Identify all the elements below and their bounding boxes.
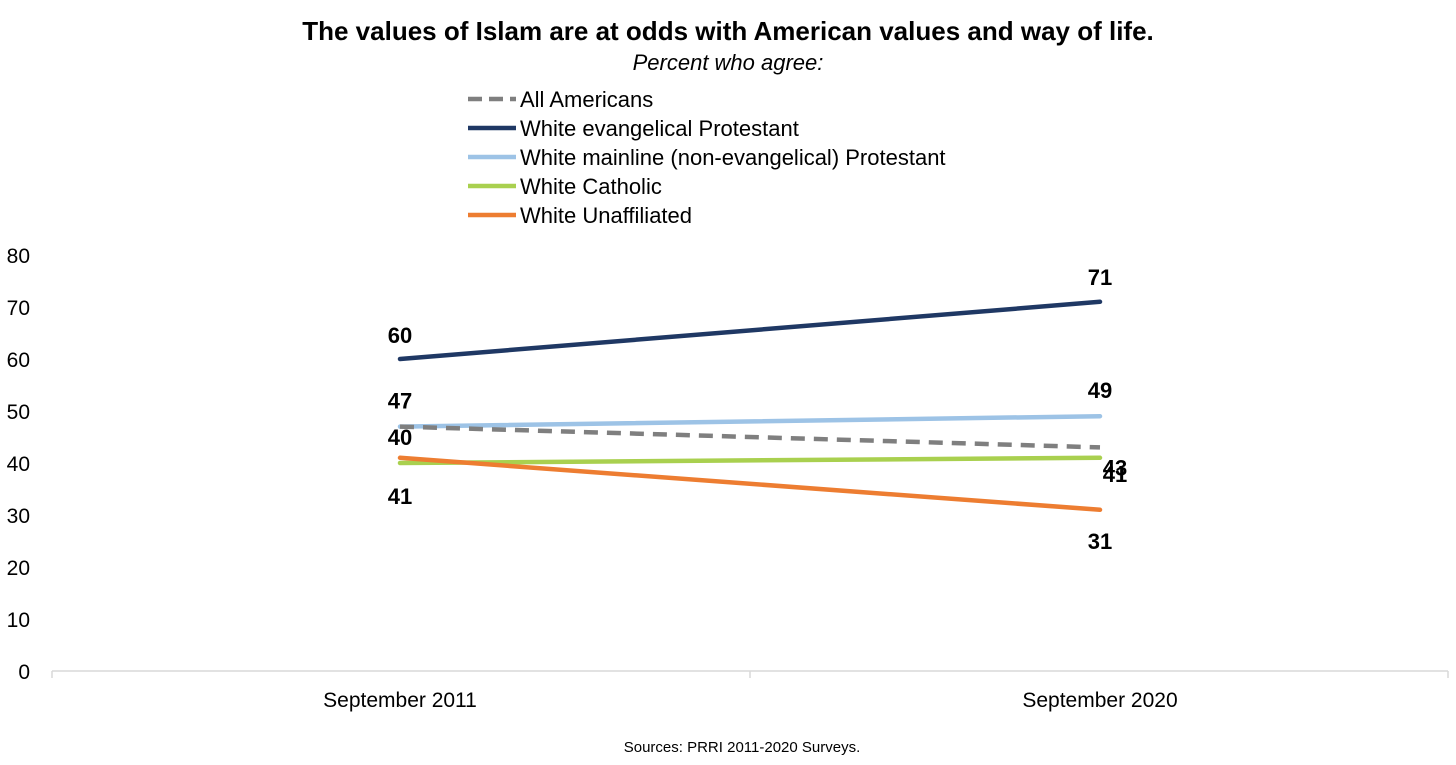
series-lines bbox=[397, 299, 1103, 513]
y-tick-label: 50 bbox=[7, 401, 30, 424]
x-tick-label: September 2020 bbox=[1022, 689, 1177, 712]
chart-subtitle: Percent who agree: bbox=[633, 50, 824, 75]
data-label: 60 bbox=[388, 323, 412, 348]
series-line bbox=[397, 455, 1103, 513]
y-tick-label: 80 bbox=[7, 245, 30, 268]
y-tick-label: 10 bbox=[7, 609, 30, 632]
data-label: 71 bbox=[1088, 265, 1112, 290]
x-axis: September 2011 September 2020 bbox=[51, 670, 1449, 712]
legend-label: White Unaffiliated bbox=[520, 203, 692, 228]
data-label: 31 bbox=[1088, 529, 1112, 554]
y-tick-label: 30 bbox=[7, 505, 30, 528]
data-label: 43 bbox=[1103, 455, 1127, 480]
series-line bbox=[397, 299, 1103, 362]
y-tick-label: 0 bbox=[18, 661, 30, 684]
series-line bbox=[397, 455, 1103, 466]
data-label: 40 bbox=[388, 425, 412, 450]
source-note: Sources: PRRI 2011-2020 Surveys. bbox=[624, 739, 861, 756]
y-tick-label: 60 bbox=[7, 349, 30, 372]
series-line bbox=[397, 413, 1103, 429]
series-line bbox=[399, 424, 1101, 450]
data-label: 41 bbox=[1103, 462, 1127, 487]
y-tick-label: 70 bbox=[7, 297, 30, 320]
y-tick-label: 40 bbox=[7, 453, 30, 476]
data-label: 41 bbox=[388, 484, 412, 509]
legend: All Americans White evangelical Protestan… bbox=[468, 87, 946, 228]
data-label: 49 bbox=[1088, 378, 1112, 403]
data-label: 47 bbox=[388, 389, 412, 414]
legend-label: White Catholic bbox=[520, 174, 662, 199]
x-tick-label: September 2011 bbox=[323, 689, 477, 712]
legend-label: All Americans bbox=[520, 87, 653, 112]
data-labels: 43 60 71 47 49 40 41 41 31 bbox=[388, 265, 1127, 554]
legend-label: White mainline (non-evangelical) Protest… bbox=[520, 145, 946, 170]
chart-title: The values of Islam are at odds with Ame… bbox=[302, 16, 1154, 46]
y-tick-label: 20 bbox=[7, 557, 30, 580]
y-axis: 0 10 20 30 40 50 60 70 80 bbox=[7, 245, 30, 684]
legend-label: White evangelical Protestant bbox=[520, 116, 799, 141]
